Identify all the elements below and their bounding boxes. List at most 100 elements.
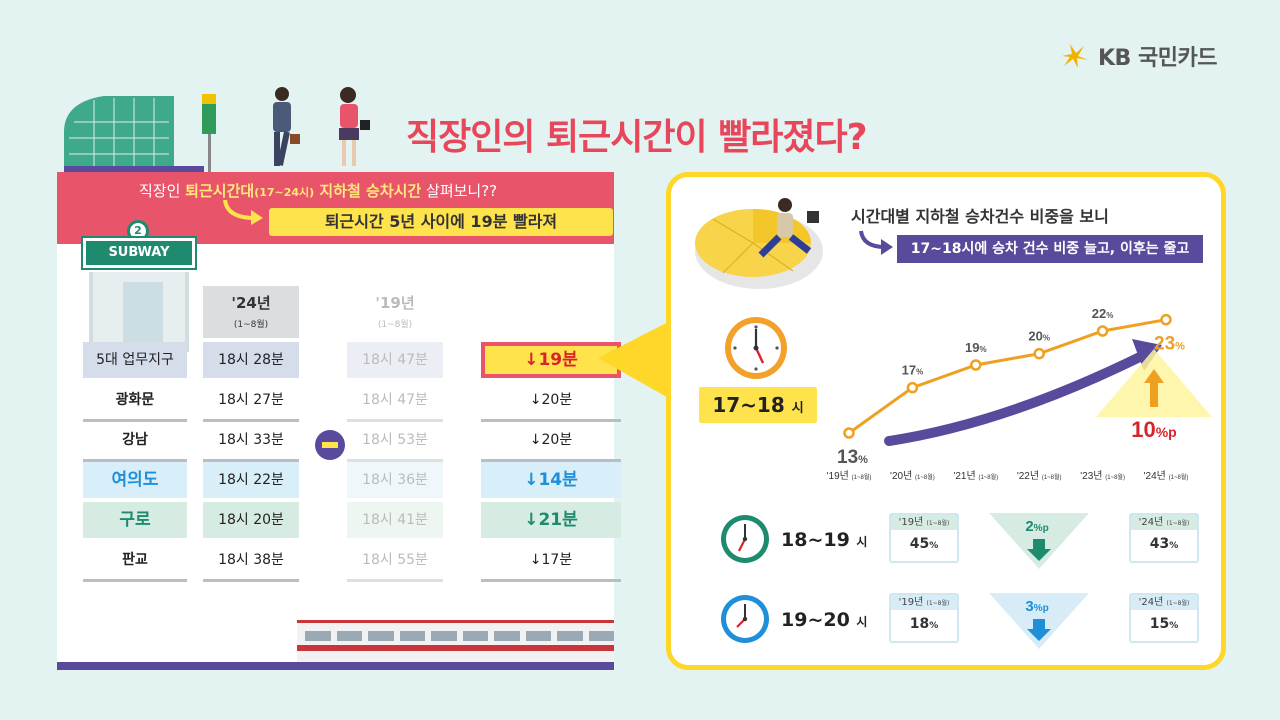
pie-runner-illustration	[695, 198, 823, 289]
right-panel: 시간대별 지하철 승차건수 비중을 보니 17~18시에 승차 건수 비중 늘고…	[666, 172, 1226, 670]
kb-star-icon	[1062, 44, 1088, 68]
data-label: 22%	[1092, 306, 1114, 321]
subway-store-illustration: 2 SUBWAY	[79, 212, 199, 352]
value-box-2024: '24년 (1~8월) 15%	[1129, 593, 1199, 643]
rail-track	[57, 662, 614, 670]
time-2024: 18시 27분	[218, 392, 284, 408]
time-2019: 18시 47분	[347, 342, 443, 378]
businesswoman-icon	[339, 87, 370, 166]
hour-row-18~19: 18~19 시 '19년 (1~8월) 45% 2%p '24년 (1~8월) 43…	[719, 513, 1219, 573]
col-24-label: '24년	[231, 294, 271, 312]
series-line	[848, 318, 1167, 435]
time-2019: 18시 36분	[347, 462, 443, 498]
right-heading: 시간대별 지하철 승차건수 비중을 보니	[851, 207, 1109, 226]
trend-arrow	[884, 348, 1153, 446]
data-label: 17%	[902, 363, 924, 378]
banner-headline: 직장인 퇴근시간대(17~24시) 지하철 승차시간 살펴보니??	[139, 180, 497, 201]
time-2024: 18시 28분	[203, 342, 299, 378]
table-row: 여의도 18시 22분 18시 36분 ↓14분	[83, 462, 621, 498]
time-2019: 18시 53분	[362, 432, 428, 448]
callout-pointer	[598, 320, 672, 400]
data-point	[1160, 313, 1172, 326]
minus-icon	[315, 430, 345, 460]
district-name: 여의도	[83, 462, 187, 498]
down-arrow-icon: ↓	[524, 350, 539, 370]
clock-icon	[721, 515, 769, 563]
clock-icon	[721, 595, 769, 643]
decrease-indicator: 2%p	[989, 513, 1089, 569]
x-tick-label: '22년 (1~8월)	[1017, 470, 1062, 482]
hour-row-19~20: 19~20 시 '19년 (1~8월) 18% 3%p '24년 (1~8월) 15…	[719, 593, 1219, 653]
banner-highlight: 퇴근시간대	[185, 182, 255, 200]
left-banner: 직장인 퇴근시간대(17~24시) 지하철 승차시간 살펴보니?? 퇴근시간 5…	[57, 172, 614, 244]
logo-text: KB 국민카드	[1098, 46, 1217, 71]
trend-arrow-head	[1132, 339, 1162, 371]
banner-suffix: 살펴보니??	[421, 182, 498, 200]
up-arrow-icon	[1144, 369, 1164, 407]
data-point	[1033, 347, 1045, 360]
time-2024: 18시 22분	[203, 462, 299, 498]
time-2019: 18시 41분	[347, 502, 443, 538]
banner-prefix: 직장인	[139, 182, 186, 200]
district-name: 강남	[122, 432, 148, 448]
x-tick-label: '20년 (1~8월)	[890, 470, 935, 482]
time-diff: ↓20분	[529, 432, 573, 448]
time-diff: ↓14분	[481, 462, 621, 498]
down-arrow-icon: ↓	[524, 470, 539, 490]
table-row: 구로 18시 20분 18시 41분 ↓21분	[83, 502, 621, 538]
time-2024: 18시 33분	[218, 432, 284, 448]
increase-label: 10%p	[1131, 417, 1176, 442]
svg-text:2%p: 2%p	[1025, 518, 1048, 535]
right-tag: 17~18시에 승차 건수 비중 늘고, 이후는 줄고	[897, 235, 1203, 263]
district-name: 5대 업무지구	[83, 342, 187, 378]
kb-logo: KB 국민카드	[1058, 40, 1217, 72]
svg-text:3%p: 3%p	[1025, 598, 1048, 615]
x-tick-label: '24년 (1~8월)	[1144, 470, 1189, 482]
x-tick-label: '23년 (1~8월)	[1080, 470, 1125, 482]
district-name: 광화문	[115, 392, 155, 408]
data-point	[970, 359, 982, 371]
store-body	[89, 272, 189, 352]
time-diff: ↓17분	[529, 552, 573, 568]
table-row: 판교 18시 38분 18시 55분 ↓17분	[83, 542, 621, 582]
data-point	[906, 381, 919, 394]
time-2019: 18시 55분	[362, 552, 428, 568]
main-title: 직장인의 퇴근시간이 빨라졌다?	[406, 117, 868, 158]
value-box-2024: '24년 (1~8월) 43%	[1129, 513, 1199, 563]
clock-icon-17-18	[725, 317, 787, 379]
decrease-indicator: 3%p	[989, 593, 1089, 649]
businessman-icon	[273, 87, 300, 166]
line-chart: 13% 17% 19% 20% 22% 23% '19년 (1~8월) '20년 (1~8월)…	[827, 306, 1211, 482]
banner-highlight2: 지하철 승차시간	[314, 182, 422, 200]
col-19-label: '19년	[375, 294, 415, 312]
building-illustration	[64, 96, 204, 174]
data-point	[843, 427, 855, 439]
time-2019: 18시 47분	[362, 392, 428, 408]
column-header-2019: '19년 (1~8월)	[347, 286, 443, 338]
down-arrow-icon: ↓	[529, 552, 542, 568]
store-door	[123, 282, 163, 352]
district-name: 판교	[122, 552, 148, 568]
time-diff: ↓21분	[481, 502, 621, 538]
table-row: 강남 18시 33분 18시 53분 ↓20분	[83, 422, 621, 462]
table-row: 5대 업무지구 18시 28분 18시 47분 ↓19분	[83, 342, 621, 378]
banner-tag: 퇴근시간 5년 사이에 19분 빨라져	[269, 208, 613, 236]
table-row: 광화문 18시 27분 18시 47분 ↓20분	[83, 382, 621, 422]
column-header-2024: '24년 (1~8월)	[203, 286, 299, 338]
left-panel: 직장인 퇴근시간대(17~24시) 지하철 승차시간 살펴보니?? 퇴근시간 5…	[57, 172, 621, 670]
value-box-2019: '19년 (1~8월) 18%	[889, 593, 959, 643]
hour-label: 18~19 시	[781, 529, 868, 551]
banner-small: (17~24시)	[254, 186, 315, 199]
data-label: 13%	[837, 447, 868, 468]
down-arrow-icon: ↓	[524, 510, 539, 530]
x-tick-label: '19년 (1~8월)	[827, 470, 872, 482]
hour-unit: 시	[791, 401, 804, 416]
district-name: 구로	[83, 502, 187, 538]
hour-label-17-18: 17~18 시	[699, 387, 817, 423]
hour-range: 17~18	[712, 393, 785, 417]
time-diff: ↓20분	[529, 392, 573, 408]
col-24-sub: (1~8월)	[233, 320, 269, 330]
curved-arrow-icon-right	[859, 230, 893, 255]
x-tick-label: '21년 (1~8월)	[953, 470, 998, 482]
down-arrow-icon: ↓	[529, 392, 542, 408]
